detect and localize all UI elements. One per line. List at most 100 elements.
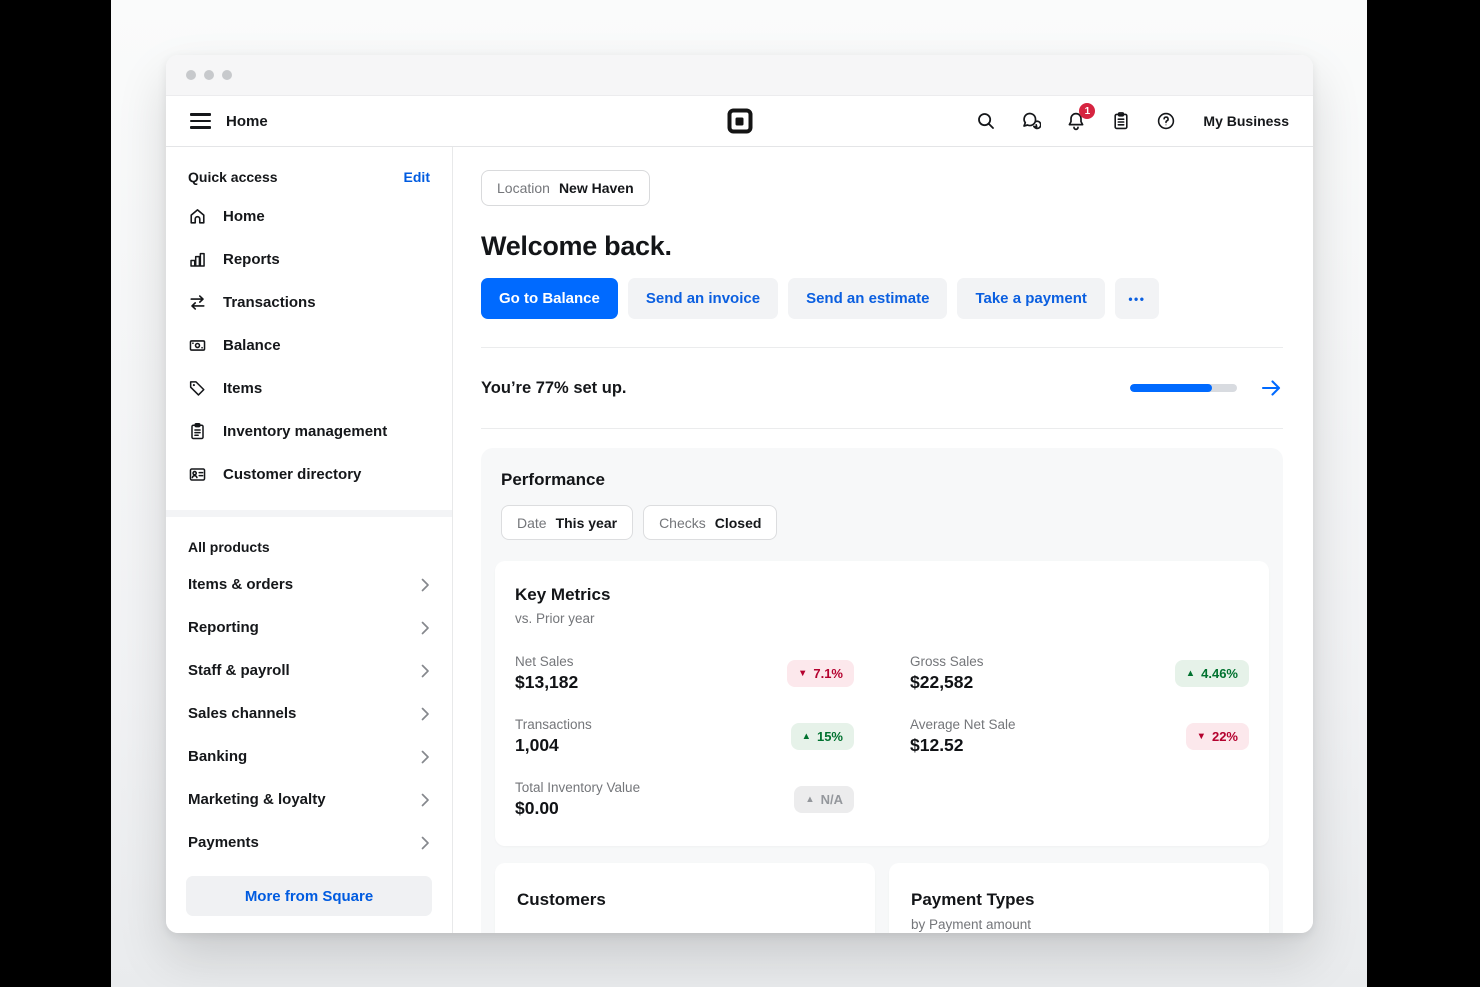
sidebar-item-home[interactable]: Home [166,195,452,238]
arrow-right-icon[interactable] [1259,376,1283,400]
key-metrics-title: Key Metrics [515,585,611,604]
change-value: 4.46% [1201,665,1238,681]
notification-badge: 1 [1079,103,1096,119]
sidebar-item-label: Banking [188,748,248,765]
header-actions: 1 My Business [976,103,1289,131]
change-badge: ▲ 4.46% [1174,659,1249,687]
sidebar-item-marketing-loyalty[interactable]: Marketing & loyalty [166,778,452,821]
sidebar-item-customer-directory[interactable]: Customer directory [166,453,452,496]
sidebar-item-staff-payroll[interactable]: Staff & payroll [166,649,452,692]
sidebar-item-label: Payments [188,834,259,851]
letterbox-left [0,0,111,987]
key-metrics-grid: Net Sales $13,182 ▼ 7.1% [515,653,1249,819]
page-background: Home 1 [111,0,1367,987]
reports-icon [190,252,205,267]
metric-label: Gross Sales [910,653,984,669]
sidebar-item-label: Home [223,208,265,225]
sidebar-item-reporting[interactable]: Reporting [166,606,452,649]
metric-value: $0.00 [515,797,559,818]
triangle-up-icon: ▲ [1185,667,1196,679]
sidebar-item-banking[interactable]: Banking [166,735,452,778]
window-control-dot[interactable] [222,70,232,80]
performance-bottom-cards: Customers Payment Types by Payment amoun… [495,863,1269,933]
notifications[interactable]: 1 [1066,103,1096,131]
metric-value: $22,582 [910,671,974,692]
triangle-up-icon: ▲ [805,793,815,805]
chevron-right-icon [421,664,429,677]
account-menu[interactable]: My Business [1203,113,1289,129]
change-value: 7.1% [813,665,843,681]
chevron-right-icon [421,836,429,849]
sidebar-item-label: Balance [223,337,281,354]
setup-progress-row: You’re 77% set up. [481,348,1283,428]
change-value: 15% [816,728,843,744]
edit-quick-access-link[interactable]: Edit [403,169,430,185]
filter-label: Checks [659,514,706,531]
location-selector[interactable]: Location New Haven [481,170,650,206]
more-actions-button[interactable]: ••• [1114,278,1159,319]
triangle-down-icon: ▼ [1196,730,1206,742]
welcome-heading: Welcome back. [481,231,672,261]
inventory-icon [191,423,204,440]
change-badge: ▲ N/A [794,785,854,813]
all-products-title: All products [188,539,270,555]
key-metrics-card: Key Metrics vs. Prior year Net Sales $13… [495,561,1269,846]
customers-card: Customers [495,863,875,933]
sidebar-item-label: Items [223,380,263,397]
search-icon[interactable] [976,111,996,131]
metric-transactions: Transactions 1,004 ▲ 15% [515,716,854,756]
window-control-dot[interactable] [186,70,196,80]
sidebar-item-label: Reports [223,251,280,268]
sidebar-item-label: Transactions [223,294,316,311]
balance-icon [189,340,206,351]
app-window: Home 1 [166,55,1313,933]
send-invoice-button[interactable]: Send an invoice [627,278,779,319]
payment-types-title: Payment Types [911,890,1035,909]
sidebar-item-inventory-management[interactable]: Inventory management [166,410,452,453]
home-icon [190,209,205,224]
page-title: Home [226,112,268,130]
customers-title: Customers [517,890,606,909]
go-to-balance-button[interactable]: Go to Balance [481,278,618,319]
sidebar-item-label: Marketing & loyalty [188,791,326,808]
hamburger-icon[interactable] [190,113,211,129]
help-icon[interactable] [1156,111,1176,131]
setup-progress-text: You’re 77% set up. [481,378,627,397]
items-tag-icon [189,381,205,396]
more-from-square-button[interactable]: More from Square [186,876,432,916]
sidebar-item-items-orders[interactable]: Items & orders [166,563,452,606]
sidebar-item-transactions[interactable]: Transactions [166,281,452,324]
date-filter-chip[interactable]: Date This year [501,505,634,540]
window-body: Quick access Edit Home Reports [166,147,1313,933]
sidebar-item-reports[interactable]: Reports [166,238,452,281]
take-payment-button[interactable]: Take a payment [957,278,1105,319]
sidebar-item-items[interactable]: Items [166,367,452,410]
sidebar-item-sales-channels[interactable]: Sales channels [166,692,452,735]
orders-icon[interactable] [1111,111,1131,131]
metric-net-sales: Net Sales $13,182 ▼ 7.1% [515,653,854,693]
filter-value: Closed [714,514,762,531]
sidebar-item-label: Items & orders [188,576,294,593]
sidebar-item-balance[interactable]: Balance [166,324,452,367]
send-estimate-button[interactable]: Send an estimate [788,278,948,319]
checks-filter-chip[interactable]: Checks Closed [643,505,778,540]
change-badge: ▲ 15% [790,722,854,750]
payment-types-subtitle: by Payment amount [911,917,1032,932]
metric-total-inventory-value: Total Inventory Value $0.00 ▲ N/A [515,779,854,819]
change-badge: ▼ 22% [1185,722,1249,750]
sidebar: Quick access Edit Home Reports [166,147,453,933]
messages-icon[interactable] [1021,111,1042,131]
metric-gross-sales: Gross Sales $22,582 ▲ 4.46% [910,653,1249,693]
filter-label: Date [517,514,547,531]
sidebar-item-payments[interactable]: Payments [166,821,452,864]
key-metrics-subtitle: vs. Prior year [515,611,595,626]
sidebar-item-label: Sales channels [188,705,297,722]
transactions-icon [190,295,205,310]
square-logo-icon [727,108,752,134]
metric-label: Total Inventory Value [515,779,641,795]
sidebar-section-divider [166,510,452,517]
quick-access-title: Quick access [188,169,278,185]
divider [481,347,1283,348]
window-control-dot[interactable] [204,70,214,80]
performance-section: Performance Date This year Checks Closed… [481,448,1283,933]
